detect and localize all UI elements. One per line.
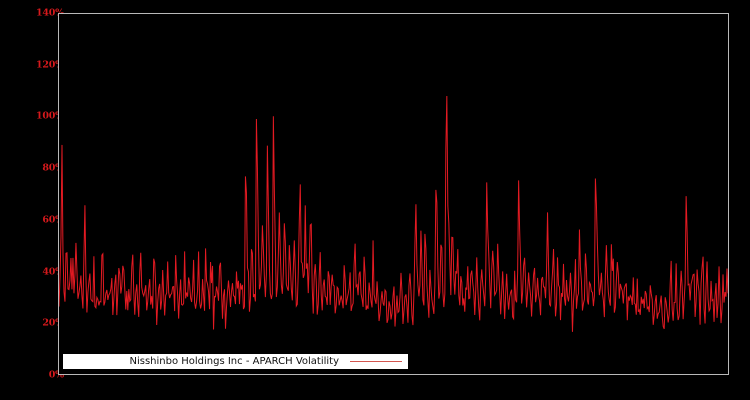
chart-legend: Nisshinbo Holdings Inc - APARCH Volatili… <box>63 354 408 369</box>
y-tick-label: 140% <box>35 7 64 19</box>
y-tick-label: 40% <box>42 266 64 278</box>
legend-label: Nisshinbo Holdings Inc - APARCH Volatili… <box>129 355 339 367</box>
y-tick-label: 0% <box>48 369 64 381</box>
y-tick-label: 120% <box>35 59 64 71</box>
y-tick-label: 60% <box>42 214 64 226</box>
series-polyline <box>59 96 728 332</box>
legend-line-sample <box>350 361 402 362</box>
y-tick-label: 80% <box>42 162 64 174</box>
y-tick-label: 100% <box>35 110 64 122</box>
volatility-series <box>59 96 728 332</box>
plot-area <box>58 13 729 375</box>
y-tick-label: 20% <box>42 317 64 329</box>
